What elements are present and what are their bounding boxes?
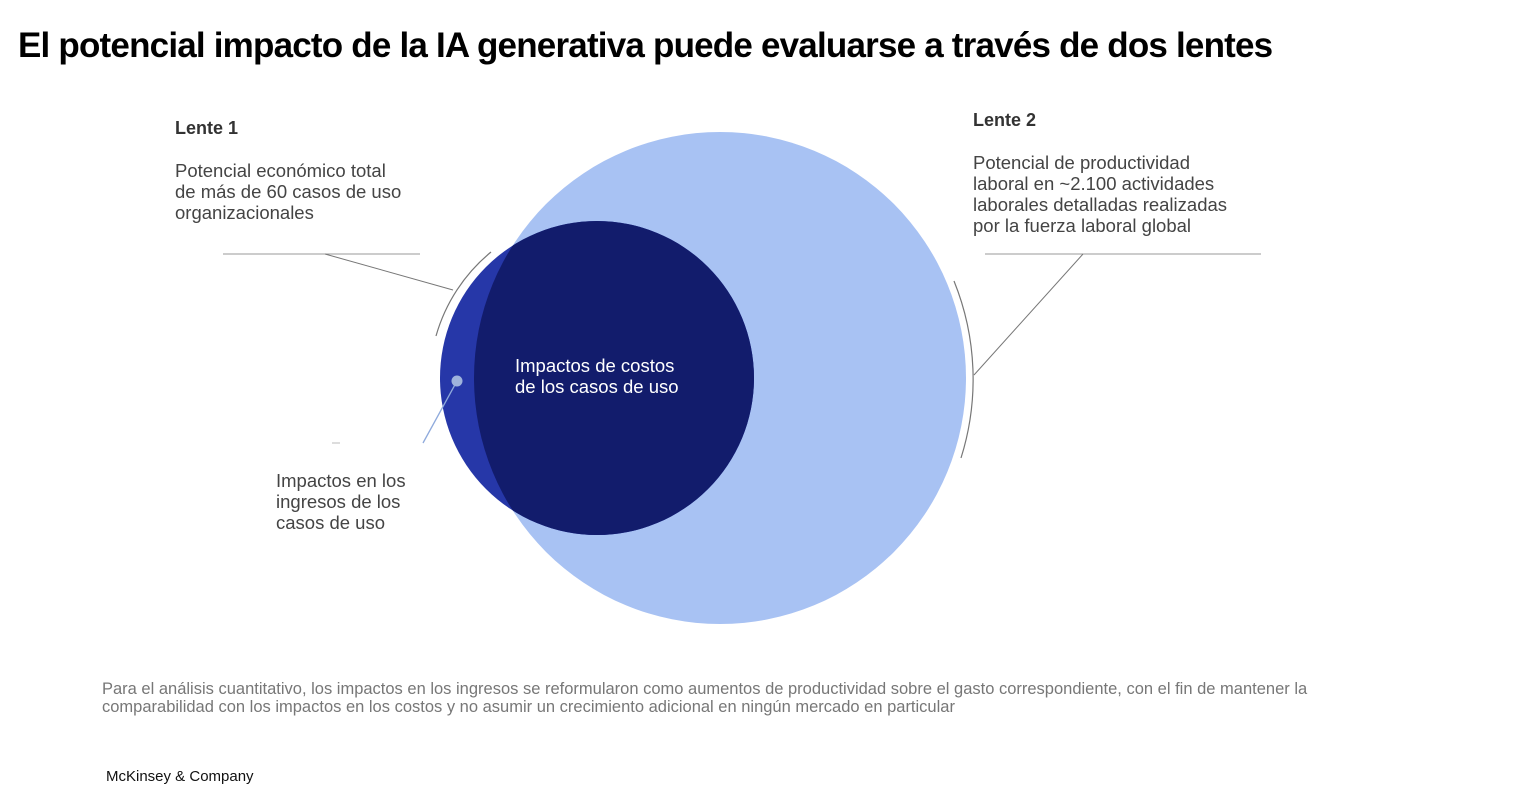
lens2-desc-line: por la fuerza laboral global: [973, 215, 1192, 236]
revenue-impacts-label: Impactos en los ingresos de los casos de…: [276, 470, 406, 533]
footnote-line: Para el análisis cuantitativo, los impac…: [102, 680, 1308, 698]
page-title: El potencial impacto de la IA generativa…: [18, 26, 1273, 65]
revenue-pointer-dot: [451, 375, 463, 387]
lens2-desc-line: laboral en ~2.100 actividades: [973, 173, 1215, 194]
revenue-impacts-line: Impactos en los: [276, 470, 406, 491]
lens2-desc-line: laborales detalladas realizadas: [973, 194, 1228, 215]
lens1-desc-line: Potencial económico total: [175, 160, 386, 181]
lens1-description: Potencial económico total de más de 60 c…: [175, 160, 401, 223]
brand-logo: McKinsey & Company: [106, 768, 254, 785]
lens2-bracket-arc: [953, 280, 974, 459]
lens1-desc-line: de más de 60 casos de uso: [175, 181, 402, 202]
lens1-leader-diag: [324, 253, 454, 291]
overlap-region: [474, 221, 754, 535]
lens2-description: Potencial de productividad laboral en ~2…: [973, 152, 1227, 236]
footnote-line: comparabilidad con los impactos en los c…: [102, 698, 955, 716]
lens1-desc-line: organizacionales: [175, 202, 314, 223]
lens1-heading: Lente 1: [175, 118, 239, 138]
lens1-bracket-arc: [435, 251, 492, 337]
revenue-impacts-line: ingresos de los: [276, 491, 401, 512]
footnote: Para el análisis cuantitativo, los impac…: [102, 680, 1492, 716]
lens2-heading: Lente 2: [973, 110, 1037, 130]
revenue-pointer-line: [422, 380, 458, 444]
lens2-desc-line: Potencial de productividad: [973, 152, 1191, 173]
revenue-impacts-line: casos de uso: [276, 512, 386, 533]
cost-impacts-line: Impactos de costos: [515, 355, 675, 376]
cost-impacts-line: de los casos de uso: [515, 376, 679, 397]
cost-impacts-label: Impactos de costos de los casos de uso: [515, 355, 679, 397]
lens2-leader-diag: [973, 253, 1084, 376]
